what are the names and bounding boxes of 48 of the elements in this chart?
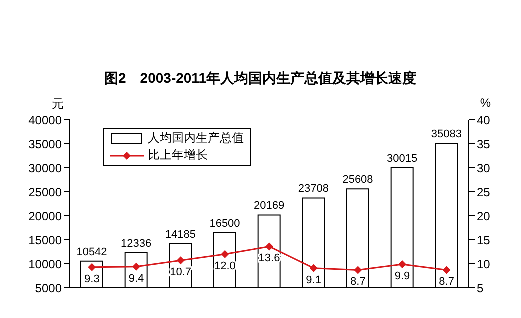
data-label: 8.7 [439, 276, 454, 288]
y-tick-label: 30000 [28, 161, 62, 176]
y-tick-label: 15000 [28, 233, 62, 248]
point [176, 256, 185, 265]
legend-label: 人均国内生产总值 [148, 130, 244, 147]
data-label: 9.9 [394, 270, 410, 282]
y2-tick-label: 5 [477, 281, 484, 296]
point [266, 242, 274, 251]
y-tick-label: 5000 [35, 281, 62, 296]
point [310, 264, 318, 272]
y2-tick-label: 35 [477, 137, 491, 152]
chart-title: 图2 2003-2011年人均国内生产总值及其增长速度 [104, 70, 418, 88]
point [442, 266, 451, 274]
y2-tick-label: 10 [477, 257, 491, 272]
y2-tick-label: 25 [477, 185, 491, 200]
data-label: 10.7 [170, 266, 192, 279]
y2-tick-label: 30 [477, 161, 491, 176]
data-label: 12.0 [214, 260, 236, 272]
data-label: 23708 [298, 183, 329, 196]
y-axis-title: 元 [52, 96, 64, 113]
data-label: 8.7 [350, 276, 366, 288]
data-label: 14185 [165, 228, 196, 241]
y-tick-label: 10000 [28, 257, 62, 272]
data-label: 10542 [76, 246, 108, 258]
data-label: 13.6 [258, 252, 280, 265]
legend-label: 比上年增长 [148, 147, 208, 164]
point [132, 262, 140, 271]
data-label: 12336 [121, 238, 152, 250]
point [398, 260, 406, 268]
point [221, 250, 230, 258]
point [88, 263, 96, 272]
data-label: 20169 [254, 200, 285, 212]
y-tick-label: 40000 [28, 113, 62, 128]
data-label: 9.3 [84, 273, 100, 286]
y2-tick-label: 40 [477, 113, 491, 128]
data-label: 25608 [342, 174, 374, 186]
y-tick-label: 20000 [28, 209, 62, 224]
data-label: 16500 [210, 218, 240, 230]
point [354, 266, 362, 274]
data-label: 30015 [387, 152, 418, 165]
y2-axis-title: % [480, 96, 491, 110]
y-tick-label: 25000 [28, 185, 62, 200]
y2-tick-label: 20 [477, 209, 491, 224]
y-tick-label: 35000 [28, 137, 62, 152]
data-label: 9.4 [128, 272, 144, 285]
y2-tick-label: 15 [477, 233, 491, 248]
data-label: 9.1 [306, 274, 322, 286]
data-label: 35083 [431, 128, 462, 141]
